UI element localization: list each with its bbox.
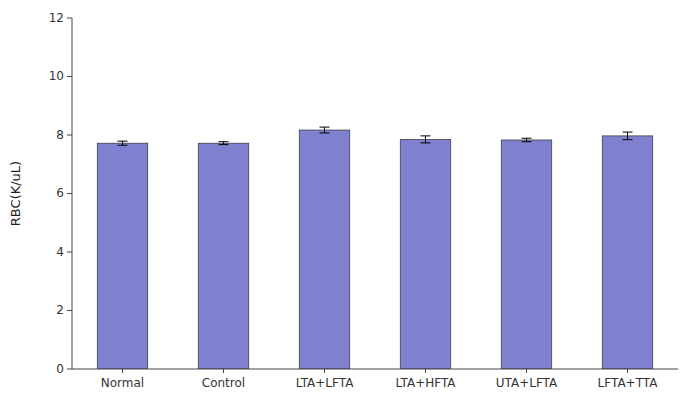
error-bar [320,127,330,133]
y-tick-label: 0 [56,362,64,376]
x-tick-label: LTA+HFTA [395,376,456,390]
error-cap [522,141,532,142]
y-tick-label: 6 [56,186,64,200]
y-tick-label: 2 [56,303,64,317]
y-tick [67,193,72,194]
y-tick [67,310,72,311]
y-tick [67,135,72,136]
bar [299,130,350,369]
y-tick-label: 4 [56,245,64,259]
y-axis-label: RBC(K/uL) [8,161,23,226]
axes: 0 2 4 6 8 10 12 Normal Control LTA+LFTA LTA+HFTA UT… [49,11,678,391]
x-axis-line [72,369,678,370]
error-cap [118,141,128,142]
x-tick [425,369,426,373]
error-stem [122,141,123,145]
error-bar [219,142,229,145]
error-cap [320,132,330,133]
error-cap [219,141,229,142]
error-bar [421,136,431,143]
y-tick-label: 8 [56,128,64,142]
error-cap [219,144,229,145]
error-bar [623,132,633,140]
y-tick [67,18,72,19]
plot-area [97,127,653,369]
x-tick-label: LTA+LFTA [296,376,354,390]
error-stem [627,132,628,140]
y-tick [67,76,72,77]
error-cap [421,135,431,136]
error-cap [421,142,431,143]
y-tick-label: 10 [49,69,64,83]
x-tick [122,369,123,373]
error-cap [522,138,532,139]
bar [602,136,653,369]
x-tick [526,369,527,373]
x-tick [627,369,628,373]
error-bar [118,141,128,145]
y-tick [67,252,72,253]
x-tick-label: UTA+LFTA [496,376,558,390]
error-cap [623,139,633,140]
error-stem [324,127,325,133]
y-tick [67,369,72,370]
y-tick-label: 12 [49,11,64,25]
x-tick-label: Normal [101,376,144,390]
error-cap [118,145,128,146]
error-stem [425,136,426,143]
error-stem [526,138,527,142]
bar [501,140,552,369]
bar [198,143,249,369]
x-tick-label: LFTA+TTA [598,376,659,390]
bar [97,143,148,369]
x-tick-label: Control [202,376,245,390]
error-bar [522,138,532,142]
bar [400,139,451,369]
x-tick [223,369,224,373]
error-cap [623,132,633,133]
chart-container: 0 2 4 6 8 10 12 Normal Control LTA+LFTA LTA+HFTA UT… [0,0,696,417]
chart-svg: 0 2 4 6 8 10 12 Normal Control LTA+LFTA LTA+HFTA UT… [0,0,696,417]
x-tick [324,369,325,373]
error-cap [320,127,330,128]
